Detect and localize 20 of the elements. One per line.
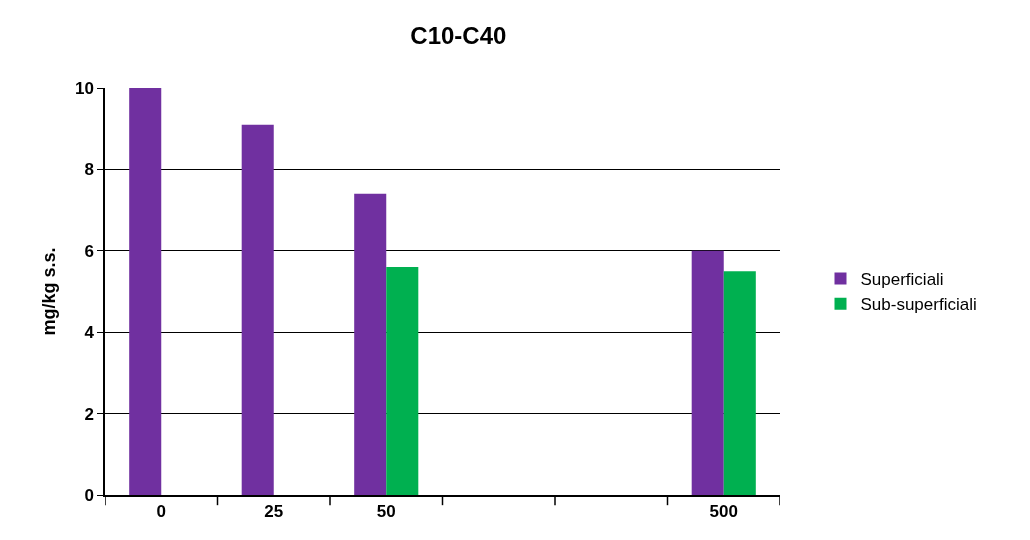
x-tick-label: 50 <box>376 502 396 522</box>
x-tick-label: 500 <box>709 502 738 522</box>
x-tick-label: 0 <box>156 502 166 522</box>
bar <box>386 267 419 495</box>
bar <box>129 88 162 495</box>
y-tick-label: 10 <box>74 78 94 98</box>
y-tick-label: 0 <box>84 485 94 505</box>
bar <box>691 250 724 495</box>
bar <box>354 193 387 495</box>
chart-title: C10-C40 <box>410 21 507 49</box>
y-tick-label: 8 <box>84 160 94 180</box>
bar <box>723 271 756 495</box>
bar <box>241 124 274 495</box>
legend-label: Superficiali <box>860 270 944 290</box>
y-axis-title: mg/kg s.s. <box>38 247 59 336</box>
y-tick-label: 2 <box>84 404 94 424</box>
legend-label: Sub-superficiali <box>860 295 977 315</box>
x-tick-label: 25 <box>264 502 284 522</box>
y-tick-label: 6 <box>84 241 94 261</box>
y-tick-label: 4 <box>84 323 95 343</box>
